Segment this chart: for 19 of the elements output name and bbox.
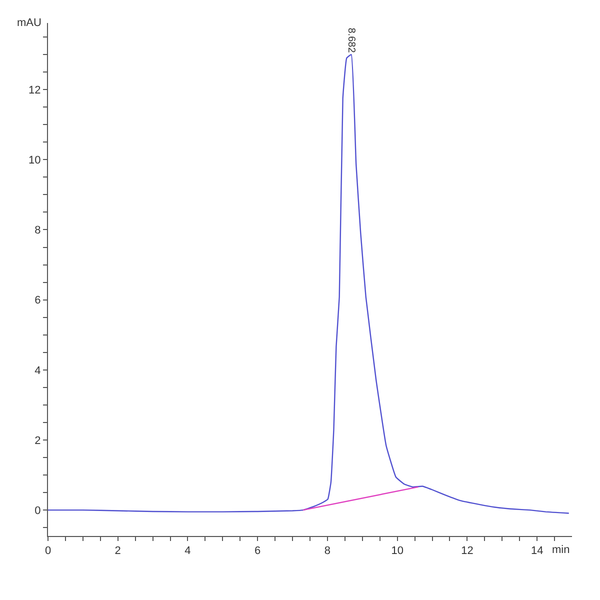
annotation: 8.682 — [345, 28, 356, 54]
line-series — [48, 54, 570, 514]
y-axis-title: mAU — [17, 17, 42, 29]
x-tick-label: 14 — [530, 545, 544, 558]
x-tick-label: 2 — [114, 545, 121, 558]
x-tick-label: 8 — [324, 545, 331, 558]
x-tick-label: 0 — [44, 545, 52, 558]
x-tick-label: 10 — [391, 545, 404, 558]
x-tick-label: 12 — [461, 545, 474, 558]
y-tick-label: 10 — [28, 154, 41, 167]
y-tick-label: 6 — [34, 294, 41, 307]
y-tick-label: 8 — [34, 224, 41, 237]
y-tick-label: 0 — [34, 504, 41, 517]
y-tick-label: 2 — [34, 434, 41, 447]
x-tick-label: 4 — [184, 545, 191, 558]
x-tick-label: 6 — [254, 545, 261, 558]
y-tick-label: 12 — [28, 84, 41, 96]
y-tick-label: 4 — [34, 364, 41, 377]
x-axis-title: min — [552, 544, 570, 556]
